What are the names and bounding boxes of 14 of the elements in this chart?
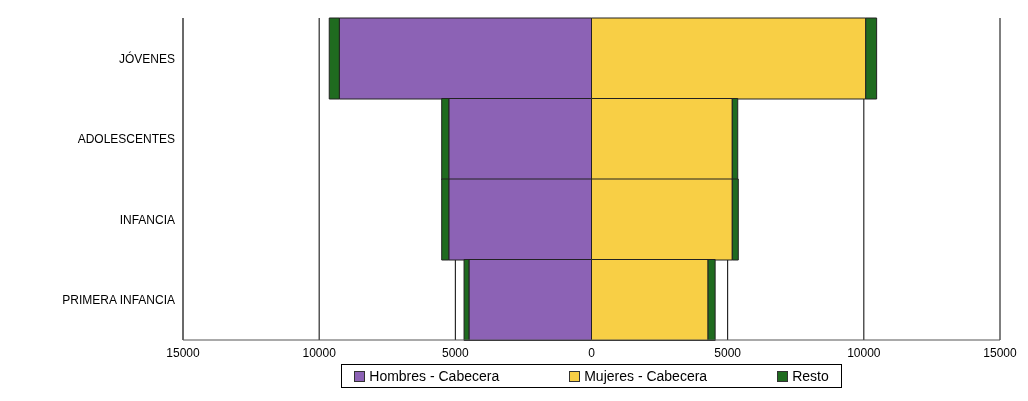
x-tick-label: 5000	[714, 345, 742, 360]
y-tick-label: INFANCIA	[119, 212, 175, 227]
x-tick-label: 5000	[441, 345, 469, 360]
x-tick-label: 0	[588, 345, 596, 360]
x-tick-label: 10000	[302, 345, 337, 360]
legend-label: Hombres - Cabecera	[368, 368, 500, 384]
legend-label: Mujeres - Cabecera	[583, 368, 708, 384]
y-tick-label: JÓVENES	[118, 50, 175, 66]
y-tick-label: PRIMERA INFANCIA	[62, 293, 175, 308]
x-tick-label: 15000	[983, 345, 1018, 360]
y-tick-label: ADOLESCENTES	[77, 132, 175, 147]
legend-label: Resto	[791, 368, 829, 384]
x-tick-label: 10000	[847, 345, 881, 360]
x-tick-label: 15000	[166, 345, 201, 360]
